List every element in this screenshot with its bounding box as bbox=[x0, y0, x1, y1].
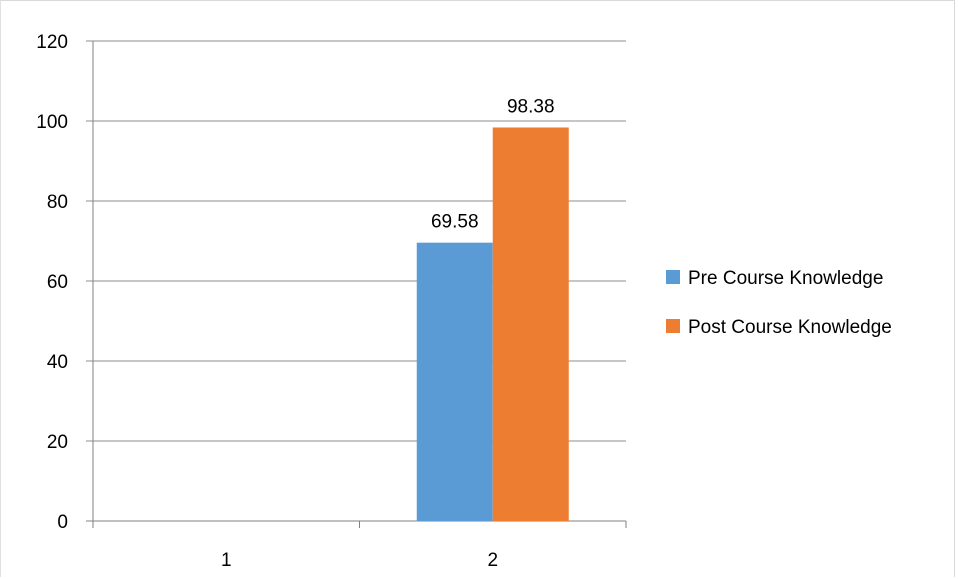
x-tick-label: 1 bbox=[221, 550, 232, 571]
bar-pre-course-knowledge-cat-2 bbox=[416, 242, 493, 521]
data-label: 69.58 bbox=[431, 212, 479, 233]
axes: 0 20 40 60 80 100 120 1 2 bbox=[36, 32, 627, 571]
y-tick-label: 100 bbox=[36, 112, 68, 133]
gridlines bbox=[86, 40, 626, 522]
bar-post-course-knowledge-cat-2 bbox=[492, 127, 569, 521]
legend-swatch bbox=[666, 319, 680, 333]
y-tick-label: 80 bbox=[47, 192, 68, 213]
legend-label: Post Course Knowledge bbox=[688, 317, 892, 338]
data-label: 98.38 bbox=[507, 96, 555, 117]
y-tick-label: 20 bbox=[47, 432, 68, 453]
legend-swatch bbox=[666, 270, 680, 284]
legend-label: Pre Course Knowledge bbox=[688, 268, 883, 289]
y-tick-label: 120 bbox=[36, 32, 68, 53]
y-tick-label: 40 bbox=[47, 352, 68, 373]
y-tick-label: 0 bbox=[57, 512, 68, 533]
y-tick-label: 60 bbox=[47, 272, 68, 293]
data-labels: 69.58 98.38 bbox=[431, 96, 555, 232]
legend: Pre Course Knowledge Post Course Knowledg… bbox=[666, 268, 892, 338]
bars bbox=[416, 127, 569, 521]
x-tick-label: 2 bbox=[487, 550, 498, 571]
